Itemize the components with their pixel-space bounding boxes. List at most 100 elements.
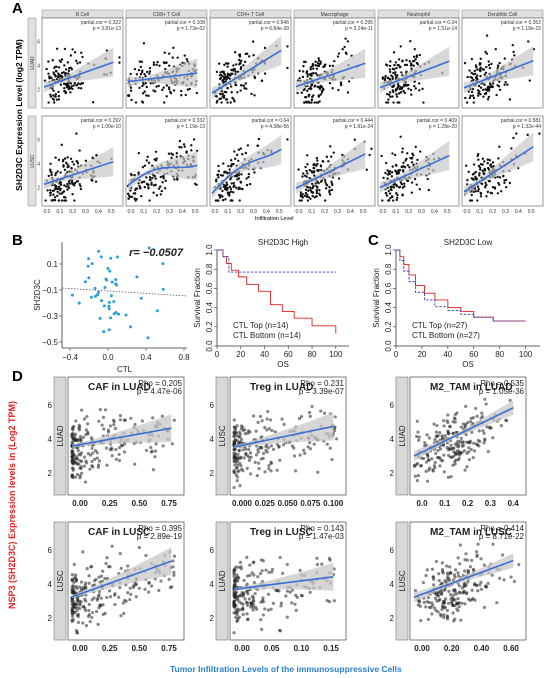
data-point (247, 172, 251, 176)
data-point (427, 458, 431, 462)
data-point (324, 187, 328, 190)
data-point (70, 585, 74, 589)
data-point (445, 419, 449, 423)
x-tick-label: 0.05 (264, 644, 280, 653)
data-point (219, 194, 222, 197)
data-point (458, 562, 462, 566)
data-point (230, 85, 233, 88)
x-tick-label: 0.0 (44, 209, 51, 215)
data-point (465, 558, 470, 562)
data-point (82, 604, 86, 609)
data-point (319, 409, 323, 413)
data-point (453, 588, 457, 592)
data-point (245, 177, 248, 180)
data-point (301, 70, 305, 73)
data-point (448, 448, 452, 452)
data-point (261, 598, 265, 602)
data-point (82, 464, 86, 468)
data-point (105, 595, 109, 600)
data-point (422, 101, 425, 104)
row-strip (395, 376, 409, 496)
data-point (143, 180, 146, 183)
data-point (315, 188, 318, 192)
x-tick-label: 0.0 (296, 209, 303, 215)
x-tick-label: 100 (519, 350, 533, 359)
data-point (477, 158, 480, 161)
x-tick-label: 0.2 (69, 209, 76, 215)
data-point (72, 437, 76, 441)
data-point (317, 57, 320, 60)
facet-frame (293, 17, 376, 109)
data-point (424, 460, 429, 464)
data-point (413, 80, 416, 83)
y-tick-label: −0.3 (42, 312, 58, 321)
data-point (320, 86, 324, 89)
data-point (117, 312, 121, 316)
data-point (314, 60, 317, 63)
data-point (442, 601, 446, 605)
data-point (384, 77, 387, 80)
data-point (294, 608, 298, 613)
data-point (331, 87, 334, 90)
data-point (485, 195, 488, 198)
data-point (471, 94, 475, 97)
data-point (306, 199, 310, 202)
data-point (389, 95, 392, 98)
data-point (70, 293, 74, 297)
data-point (486, 89, 489, 92)
data-point (332, 426, 336, 430)
x-tick-label: 100 (329, 350, 343, 359)
data-point (253, 94, 256, 97)
data-point (105, 576, 109, 581)
data-point (392, 101, 395, 104)
data-point (388, 68, 392, 71)
data-point (126, 564, 130, 568)
data-point (160, 189, 163, 193)
fit-line (211, 49, 282, 94)
data-point (45, 67, 48, 71)
data-point (458, 543, 463, 547)
data-point (256, 420, 260, 425)
data-point (394, 88, 398, 91)
data-point (300, 594, 304, 598)
data-point (305, 89, 309, 93)
data-point (160, 414, 164, 418)
data-point (439, 592, 444, 596)
data-point (307, 87, 311, 91)
data-point (221, 174, 225, 177)
data-point (453, 462, 457, 466)
data-point (118, 585, 122, 590)
data-point (128, 597, 132, 602)
data-point (172, 46, 175, 50)
data-point (101, 603, 105, 607)
data-point (467, 446, 471, 450)
data-point (75, 462, 80, 466)
data-point (304, 60, 307, 64)
data-point (475, 66, 478, 69)
data-point (418, 89, 421, 92)
data-point (225, 183, 229, 187)
data-point (49, 95, 53, 98)
data-point (480, 414, 485, 419)
data-point (242, 578, 246, 583)
data-point (57, 158, 61, 162)
data-point (235, 619, 239, 623)
data-point (147, 183, 150, 187)
data-point (271, 601, 275, 605)
data-point (316, 64, 319, 67)
y-tick-label: 6 (48, 401, 53, 410)
data-point (390, 175, 394, 178)
data-point (226, 74, 229, 77)
data-point (76, 162, 80, 165)
data-point (290, 444, 295, 448)
data-point (239, 424, 244, 428)
data-point (489, 191, 492, 195)
p-value-label: p = 8.71e-22 (479, 532, 525, 541)
data-point (496, 64, 500, 67)
data-point (75, 160, 78, 163)
scatter-plot-area (62, 242, 187, 348)
row-strip (395, 521, 409, 641)
data-point (470, 71, 473, 75)
data-point (49, 168, 52, 171)
